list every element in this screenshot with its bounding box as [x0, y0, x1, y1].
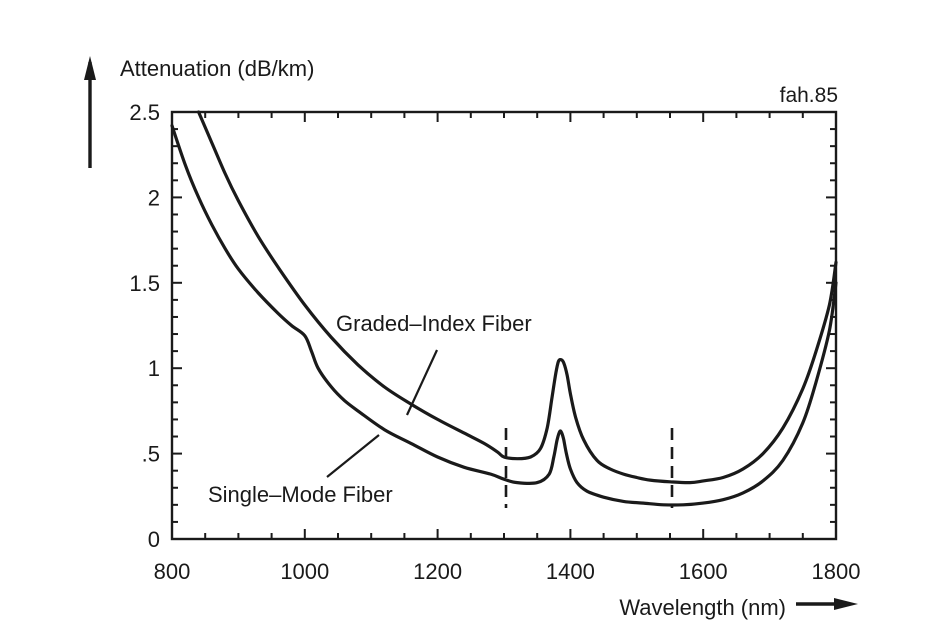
- single-mode-label: Single–Mode Fiber: [208, 482, 393, 507]
- x-tick-label: 1200: [413, 559, 462, 584]
- tick-labels: 800 1000 1200 1400 1600 1800 0 .5 1 1.5 2 2.5: [129, 100, 860, 584]
- y-tick-label: 1.5: [129, 271, 160, 296]
- graded-index-label: Graded–Index Fiber: [336, 311, 532, 336]
- series-curves: [170, 110, 838, 507]
- x-tick-label: 1600: [679, 559, 728, 584]
- single-mode-leader: [326, 434, 380, 478]
- x-tick-label: 800: [154, 559, 191, 584]
- x-tick-label: 1000: [280, 559, 329, 584]
- wavelength-markers: [504, 428, 674, 508]
- graded-index-curve: [197, 110, 838, 485]
- y-tick-label: .5: [142, 442, 160, 467]
- x-axis-arrowhead: [834, 598, 858, 610]
- figure-tag: fah.85: [780, 84, 838, 107]
- single-mode-curve: [170, 124, 838, 507]
- x-tick-label: 1400: [546, 559, 595, 584]
- graded-index-leader: [406, 349, 438, 416]
- y-axis-arrowhead: [84, 56, 96, 80]
- y-tick-label: 2.5: [129, 100, 160, 125]
- y-axis-title: Attenuation (dB/km): [120, 56, 314, 81]
- y-tick-label: 2: [148, 185, 160, 210]
- y-tick-label: 1: [148, 356, 160, 381]
- y-tick-label: 0: [148, 527, 160, 552]
- x-axis-title: Wavelength (nm): [619, 595, 786, 620]
- x-tick-label: 1800: [812, 559, 861, 584]
